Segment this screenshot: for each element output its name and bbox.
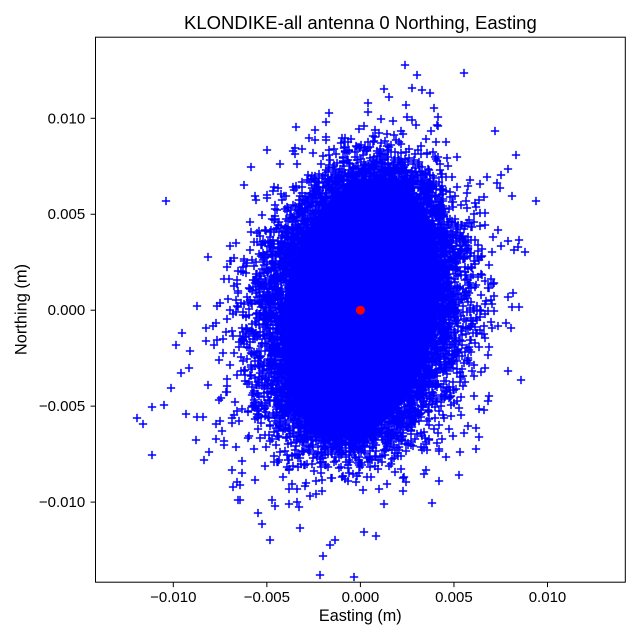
- svg-text:KLONDIKE-all antenna 0 Northin: KLONDIKE-all antenna 0 Northing, Easting: [184, 12, 537, 33]
- svg-text:−0.010: −0.010: [39, 494, 85, 511]
- svg-text:Northing (m): Northing (m): [12, 264, 30, 355]
- svg-text:−0.005: −0.005: [244, 589, 290, 606]
- svg-text:0.005: 0.005: [435, 589, 473, 606]
- svg-text:0.005: 0.005: [48, 206, 86, 223]
- svg-text:−0.005: −0.005: [39, 398, 85, 415]
- svg-text:0.000: 0.000: [342, 589, 380, 606]
- svg-text:Easting (m): Easting (m): [319, 607, 402, 625]
- svg-text:0.010: 0.010: [529, 589, 567, 606]
- svg-text:−0.010: −0.010: [150, 589, 196, 606]
- svg-text:0.000: 0.000: [48, 302, 86, 319]
- svg-text:0.010: 0.010: [48, 110, 86, 127]
